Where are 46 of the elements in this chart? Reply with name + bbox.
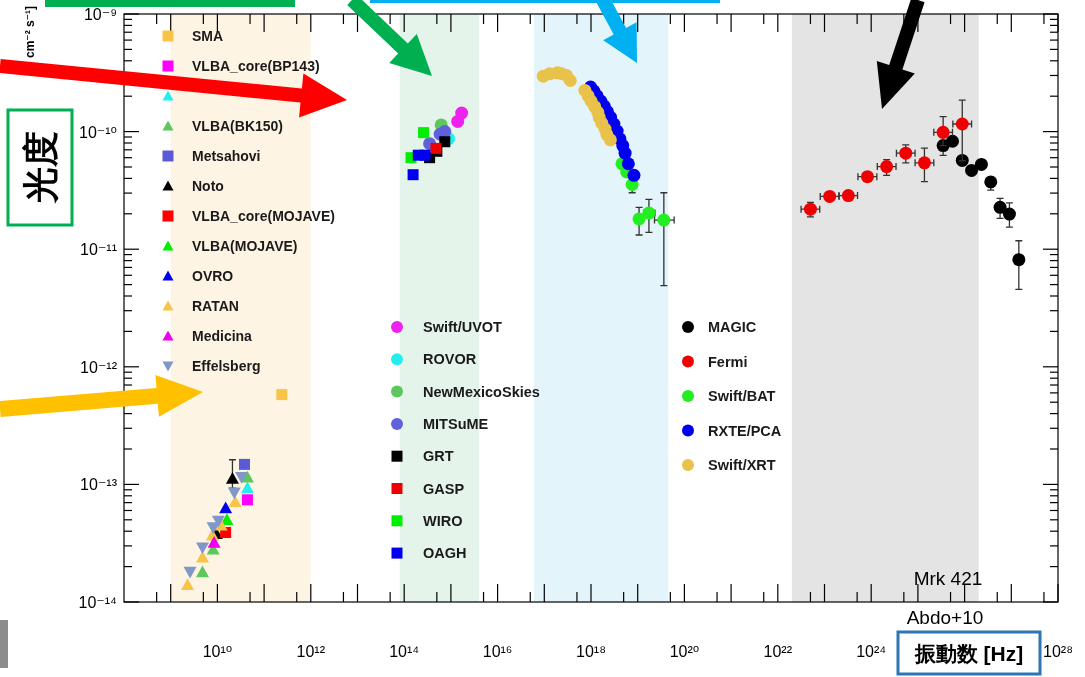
legend-label: GRT [423,448,454,465]
y-tick-label: 10⁻¹⁰ [79,123,117,141]
legend-label: Fermi [708,353,748,370]
x-tick-label: 10²⁸ [1043,643,1073,660]
legend-label: Medicina [192,328,253,344]
annotation: Mrk 421 [913,568,983,589]
x-tick-label: 10¹⁶ [482,643,513,660]
legend-label: SMA [192,28,224,44]
x-tick-label: 10¹² [296,643,326,660]
legend-label: VLBA_core(MOJAVE) [192,208,335,224]
legend-label: VLBA(MOJAVE) [192,238,298,254]
legend-label: OAGH [423,545,467,562]
legend-label: Metsahovi [192,148,261,164]
legend-label: Noto [192,178,224,194]
legend-label: Effelsberg [192,358,261,374]
x-tick-label: 10¹⁸ [576,643,606,660]
legend-label: GASP [423,480,465,497]
text: cm⁻² s⁻¹] [23,5,37,59]
legend-label: RXTE/PCA [708,422,782,439]
x-tick-label: 10¹⁰ [202,643,233,660]
y-tick-label: 10⁻¹¹ [80,241,117,259]
y-tick-label: 10⁻¹² [80,358,118,376]
legend-label: VLBA(BK150) [192,118,284,134]
legend-label: MAGIC [708,319,757,335]
legend-label: OVRO [192,268,234,284]
legend-label: RATAN [192,298,239,314]
y-tick-label: 10⁻¹³ [80,476,118,494]
x-tick-label: 10¹⁴ [389,643,420,660]
legend-label: MITSuME [423,415,489,432]
y-tick-label: 10⁻⁹ [83,6,117,23]
x-tick-label: 10²⁰ [669,643,700,660]
text: Abdo+10 [906,607,984,628]
legend-label: NewMexicoSkies [423,383,540,400]
legend-label: ROVOR [423,351,477,368]
legend-label: Swift/XRT [708,457,776,473]
x-tick-label: 10²² [763,643,793,660]
legend-label: Swift/BAT [708,388,776,404]
y-axis-title: 光度 [19,131,61,205]
y-tick-label: 10⁻¹⁴ [78,594,118,611]
x-axis-title: 振動数 [Hz] [913,642,1024,665]
x-tick-label: 10²⁴ [856,643,887,660]
legend-label: WIRO [423,512,463,529]
xlabel: 振動数 [Hz] [896,630,1042,676]
legend-label: Swift/UVOT [423,319,503,335]
legend-label: VLBA_core(BP143) [192,58,320,74]
ylabel: 光度 [6,108,74,227]
